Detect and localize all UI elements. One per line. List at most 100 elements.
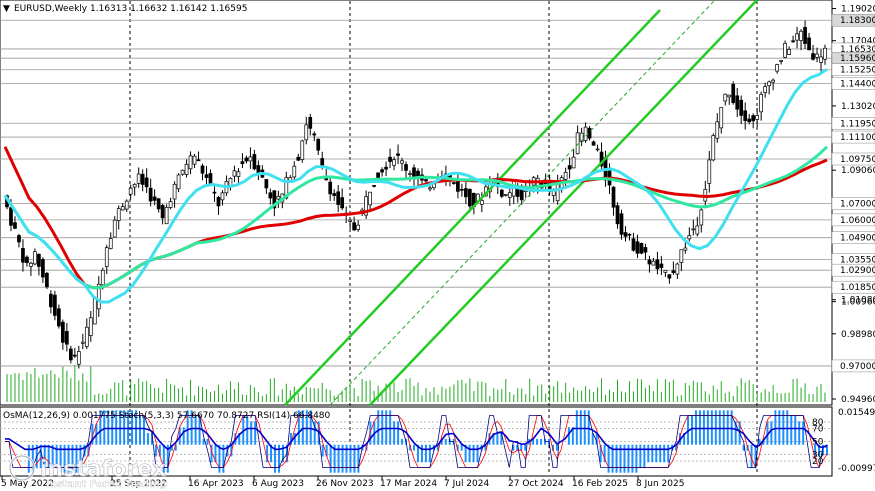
rsi-line	[5, 427, 828, 451]
price-tick-label-3: 1.13020	[841, 102, 875, 112]
candle-102-0-body	[811, 53, 815, 60]
price-tick-label-13: 0.94960	[841, 395, 875, 405]
level-label-box-10	[831, 231, 875, 244]
candle-14-1-body	[112, 219, 117, 238]
candle-25-1-body	[200, 165, 205, 174]
candle-20-1-body	[160, 205, 165, 219]
candle-14-0-body	[108, 238, 113, 249]
candle-28-0-body	[220, 192, 225, 201]
candle-4-1-body	[33, 251, 37, 265]
sub-level-label-1: 70	[812, 425, 824, 435]
level-label-box-7	[831, 152, 875, 166]
horizontal-levels	[0, 19, 832, 367]
stoch-main-line	[5, 415, 827, 468]
level-label-7: 1.09750	[840, 155, 875, 165]
candle-59-0-body	[468, 188, 472, 207]
candle-21-0-body	[164, 206, 169, 225]
price-tick-label-11: 0.98980	[841, 330, 875, 340]
candle-87-1-body	[695, 225, 700, 235]
price-tick-label-0: 1.19020	[841, 5, 875, 15]
level-label-box-6	[831, 130, 875, 144]
level-label-box-13	[831, 280, 875, 294]
candle-87-0-body	[691, 228, 696, 231]
volume-bars	[6, 364, 826, 402]
candle-80-1-body	[639, 242, 644, 254]
candle-49-1-body	[392, 159, 396, 166]
level-label-11: 1.03550	[840, 256, 875, 266]
level-label-0: 1.18300	[840, 16, 875, 26]
sub-level-label-3: 30	[812, 451, 824, 461]
time-label-5: 17 Mar 2024	[380, 479, 437, 489]
candle-73-1-body	[583, 126, 588, 141]
ma-mid-line	[3, 145, 829, 290]
candle-91-0-body	[723, 93, 728, 102]
candle-50-0-body	[396, 153, 400, 156]
candle-49-0-body	[388, 156, 392, 162]
moving-averages	[3, 67, 829, 304]
level-label-9: 1.06000	[840, 216, 875, 226]
candle-58-0-body	[460, 188, 464, 191]
candle-78-0-body	[619, 213, 624, 235]
candle-11-1-body	[88, 317, 93, 336]
candle-37-1-body	[296, 156, 301, 161]
candle-47-1-body	[376, 172, 380, 178]
candle-5-1-body	[41, 259, 45, 278]
candle-17-1-body	[136, 173, 141, 184]
level-label-box-4	[831, 77, 875, 90]
candles-layer	[5, 20, 827, 369]
level-label-12: 1.02900	[840, 266, 875, 276]
level-label-1: 1.16530	[840, 45, 875, 55]
candle-72-0-body	[571, 156, 576, 169]
sub-level-label-0: 80	[812, 418, 824, 428]
candle-19-0-body	[148, 187, 153, 202]
candle-18-1-body	[144, 177, 149, 188]
time-label-3: 6 Aug 2023	[252, 479, 304, 489]
indicator-header: OsMA(12,26,9) 0.001775 Stoch(5,3,3) 57.6…	[3, 411, 331, 421]
candle-26-1-body	[208, 173, 213, 184]
candle-90-1-body	[719, 106, 724, 129]
chart-symbol: EURUSD,Weekly	[14, 4, 88, 14]
candle-7-0-body	[53, 294, 57, 316]
candle-9-0-body	[68, 348, 73, 361]
candle-30-1-body	[240, 161, 245, 165]
candle-90-0-body	[715, 121, 720, 139]
candle-31-0-body	[244, 157, 249, 162]
channel-upper-line	[284, 9, 661, 406]
level-label-3: 1.15250	[840, 66, 875, 76]
candle-79-0-body	[627, 233, 632, 236]
chart-header-arrow[interactable]: ▼	[3, 4, 10, 14]
level-label-box-8	[831, 197, 875, 210]
candle-15-1-body	[120, 206, 125, 211]
price-tick-label-9: 1.01080	[841, 296, 875, 306]
candle-46-0-body	[364, 196, 368, 216]
time-grid	[129, 1, 758, 475]
candle-102-1-body	[815, 53, 819, 58]
candle-8-0-body	[61, 321, 65, 343]
candle-2-0-body	[13, 222, 17, 229]
candle-97-0-body	[771, 79, 775, 83]
sub-tick-label-0: 0.015494	[838, 408, 875, 418]
level-label-14: 0.97000	[840, 362, 875, 372]
price-tick-label-5: 1.09060	[841, 166, 875, 176]
candle-39-1-body	[312, 133, 317, 136]
candle-100-1-body	[799, 30, 803, 41]
level-label-2: 1.15960	[840, 54, 875, 64]
candle-36-0-body	[284, 177, 289, 199]
trend-channels	[284, 0, 758, 406]
candle-71-0-body	[563, 171, 568, 180]
time-label-6: 7 Jul 2024	[444, 479, 489, 489]
candle-24-0-body	[188, 155, 193, 170]
candle-37-0-body	[292, 165, 297, 178]
candle-17-0-body	[132, 184, 137, 188]
candle-35-0-body	[276, 195, 281, 200]
candle-84-1-body	[671, 270, 676, 273]
candle-103-1-body	[823, 47, 827, 60]
level-label-5: 1.11950	[840, 119, 875, 129]
candle-96-1-body	[767, 81, 771, 87]
candle-80-0-body	[635, 241, 640, 254]
candle-41-1-body	[328, 181, 333, 195]
candle-74-1-body	[591, 141, 596, 146]
candle-8-1-body	[64, 331, 69, 345]
level-label-box-12	[831, 263, 875, 277]
